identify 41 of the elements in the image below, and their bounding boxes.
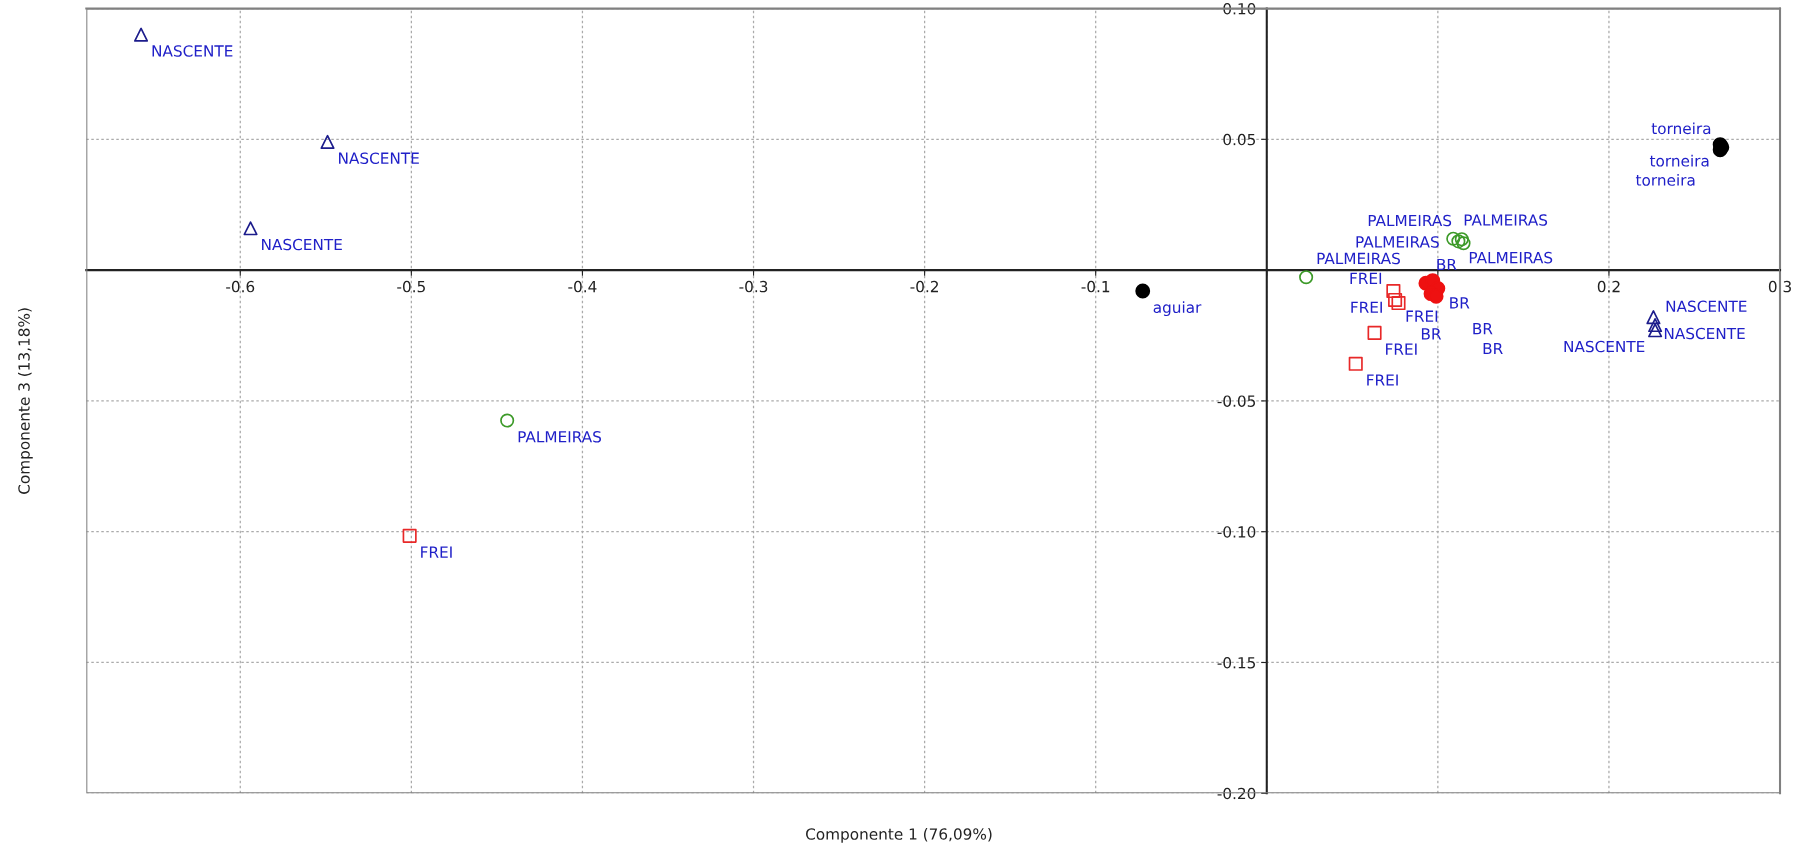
y-axis-title: Componente 3 (13,18%) (18, 308, 33, 494)
x-tick-label: -0.5 (397, 280, 425, 293)
series-label: PALMEIRAS (1469, 251, 1553, 264)
text: FREI (1350, 272, 1382, 284)
y-tick-label: 0.05 (1223, 133, 1256, 146)
text: torneira (1635, 174, 1695, 186)
text: NASCENTE (152, 45, 233, 57)
text: NASCENTE (1666, 300, 1747, 313)
series-label: BR (1437, 258, 1457, 271)
series-label: FREI (1406, 310, 1438, 322)
x-tick-label: -0.6 (226, 280, 255, 293)
text: FREI (1386, 343, 1417, 355)
text: PALMEIRAS (1317, 252, 1400, 265)
text: NASCENTE (339, 152, 419, 164)
y-tick-label: -0.10 (1217, 526, 1256, 538)
text: FREI (421, 546, 452, 558)
x-axis-title: Componente 1 (76,09%) (806, 827, 992, 843)
text: NASCENTE (262, 238, 342, 251)
x-tick-label: -0.2 (910, 280, 938, 293)
text: FREI (1351, 301, 1382, 313)
y-tick-label: -0.20 (1217, 787, 1256, 800)
text: FREI (1367, 374, 1398, 386)
text: NASCENTE (1564, 340, 1645, 353)
text: BR (1421, 328, 1442, 340)
text: torneira (1651, 122, 1711, 135)
x-tick-label: -0.3 (739, 280, 768, 293)
series-label: NASCENTE (1664, 327, 1745, 340)
x-tick-label: -0.1 (1081, 280, 1110, 293)
text: PALMEIRAS (1368, 214, 1452, 227)
y-tick-label: -0.15 (1217, 656, 1256, 669)
series-label: torneira (1649, 154, 1709, 167)
text: BR (1450, 297, 1470, 309)
text: PALMEIRAS (518, 431, 602, 443)
series-label: aguiar (1153, 301, 1202, 317)
text: BR (1473, 323, 1493, 335)
text: PALMEIRAS (1464, 214, 1548, 226)
y-tick-label: -0.05 (1217, 395, 1256, 407)
text: BR (1483, 342, 1503, 355)
x-tick-label: -0.4 (568, 280, 597, 293)
text: PALMEIRAS (1356, 236, 1439, 248)
x-tick-label: 0.2 (1597, 280, 1620, 293)
